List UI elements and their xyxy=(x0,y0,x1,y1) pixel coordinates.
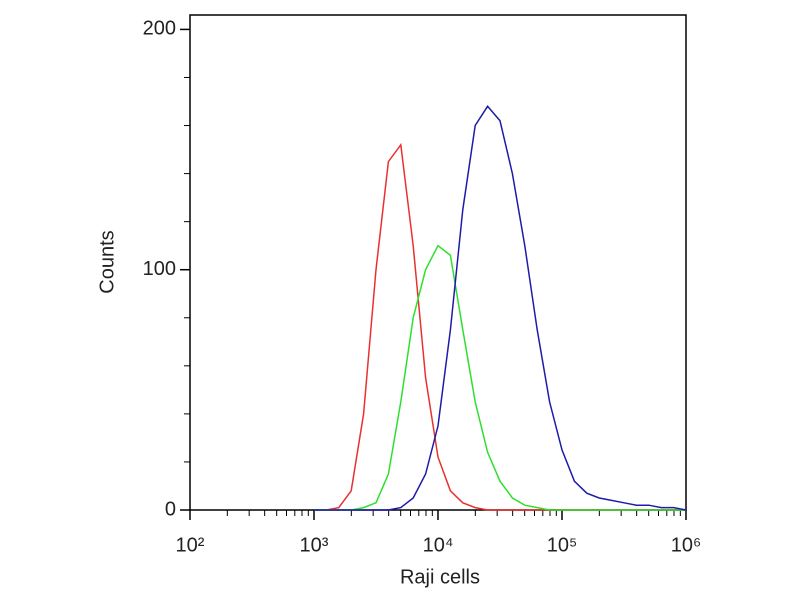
y-axis-label: Counts xyxy=(96,230,118,293)
x-tick-label: 10⁴ xyxy=(423,534,454,556)
histogram-line xyxy=(314,105,687,511)
x-tick-label: 10⁶ xyxy=(671,534,701,556)
x-tick-label: 10³ xyxy=(300,534,329,556)
y-tick-label: 200 xyxy=(143,18,176,40)
plot-frame xyxy=(189,14,687,511)
histogram-line xyxy=(314,244,686,511)
x-tick-label: 10² xyxy=(176,534,205,556)
x-axis-label: Raji cells xyxy=(400,566,480,588)
y-tick-label: 0 xyxy=(165,498,176,520)
y-tick-label: 100 xyxy=(143,258,176,280)
x-tick-label: 10⁵ xyxy=(547,534,578,556)
histogram-line xyxy=(314,142,686,511)
